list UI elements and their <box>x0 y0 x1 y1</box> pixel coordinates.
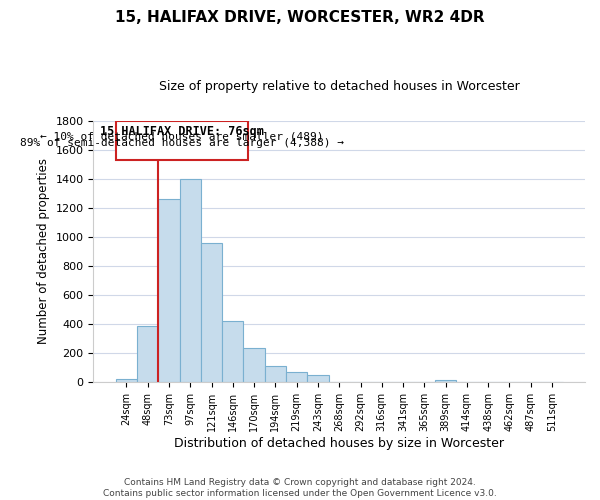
Bar <box>116 378 137 382</box>
Bar <box>201 244 222 382</box>
Text: 15 HALIFAX DRIVE: 76sqm: 15 HALIFAX DRIVE: 76sqm <box>100 124 264 138</box>
Bar <box>158 199 179 382</box>
Title: Size of property relative to detached houses in Worcester: Size of property relative to detached ho… <box>159 80 520 93</box>
Text: 89% of semi-detached houses are larger (4,388) →: 89% of semi-detached houses are larger (… <box>20 138 344 147</box>
Bar <box>137 326 158 382</box>
Text: 15, HALIFAX DRIVE, WORCESTER, WR2 4DR: 15, HALIFAX DRIVE, WORCESTER, WR2 4DR <box>115 10 485 25</box>
Bar <box>435 380 456 382</box>
X-axis label: Distribution of detached houses by size in Worcester: Distribution of detached houses by size … <box>174 437 504 450</box>
Bar <box>307 375 329 382</box>
Bar <box>244 348 265 382</box>
Bar <box>265 366 286 382</box>
Bar <box>222 322 244 382</box>
Y-axis label: Number of detached properties: Number of detached properties <box>37 158 50 344</box>
FancyBboxPatch shape <box>116 120 248 160</box>
Bar <box>286 372 307 382</box>
Text: Contains HM Land Registry data © Crown copyright and database right 2024.
Contai: Contains HM Land Registry data © Crown c… <box>103 478 497 498</box>
Text: ← 10% of detached houses are smaller (489): ← 10% of detached houses are smaller (48… <box>40 132 323 142</box>
Bar <box>179 178 201 382</box>
